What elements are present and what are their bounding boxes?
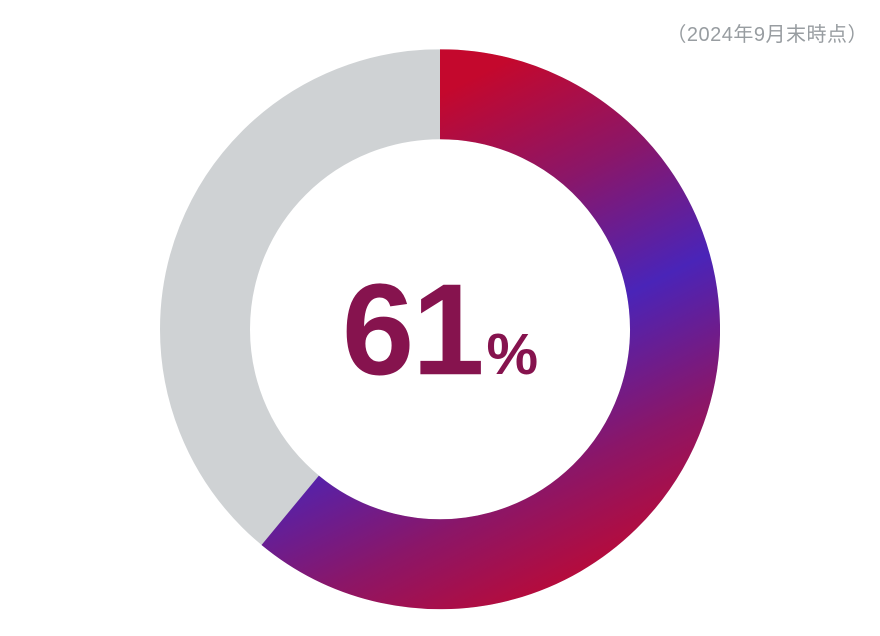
donut-chart: 61 % [160, 49, 720, 609]
donut-value-number: 61 [342, 264, 483, 394]
donut-center-label: 61 % [342, 264, 538, 394]
donut-value-suffix: % [487, 326, 539, 384]
timestamp-caption: （2024年9月末時点） [666, 18, 868, 47]
